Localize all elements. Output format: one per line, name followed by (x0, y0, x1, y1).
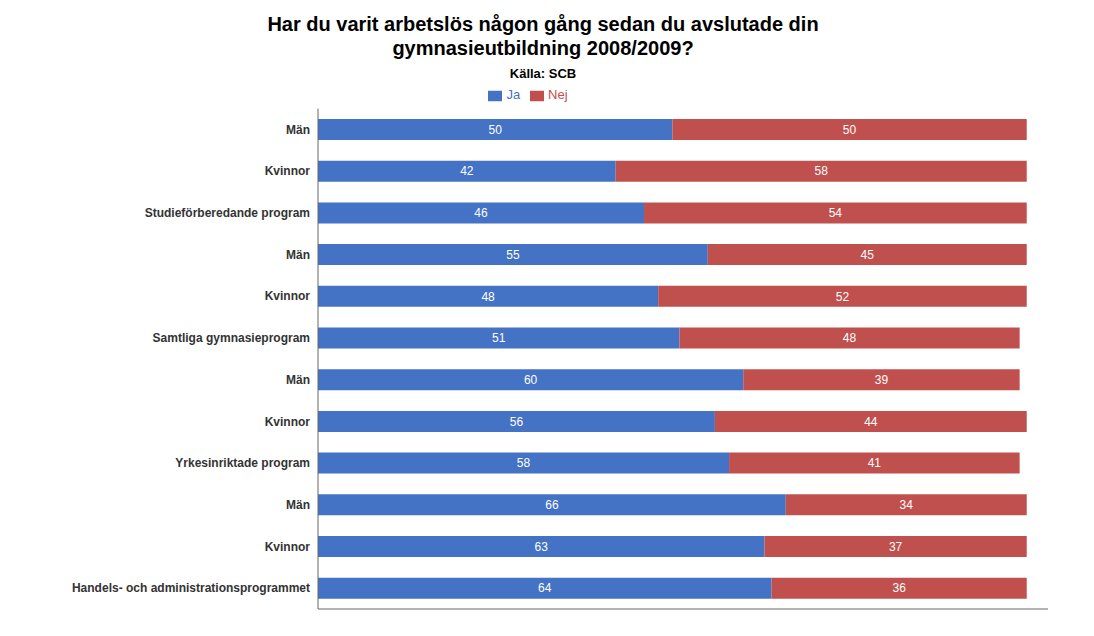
svg-text:48: 48 (843, 331, 857, 345)
html-text:Har du varit arbetslös någon g: Har du varit arbetslös någon gång sedan … (267, 13, 819, 35)
svg-text:50: 50 (489, 123, 503, 137)
svg-text:44: 44 (864, 415, 878, 429)
svg-text:64: 64 (538, 581, 552, 595)
svg-text:48: 48 (481, 290, 495, 304)
svg-text:55: 55 (506, 248, 520, 262)
svg-text:Kvinnor: Kvinnor (265, 540, 311, 554)
svg-text:41: 41 (868, 456, 882, 470)
svg-text:Kvinnor: Kvinnor (265, 415, 311, 429)
svg-text:36: 36 (892, 581, 906, 595)
html-text:Nej: Nej (548, 87, 568, 102)
svg-text:54: 54 (829, 206, 843, 220)
svg-text:66: 66 (545, 498, 559, 512)
html-text:Källa: SCB: Källa: SCB (509, 66, 577, 81)
svg-text:46: 46 (474, 206, 488, 220)
svg-text:58: 58 (815, 164, 829, 178)
svg-text:Yrkesinriktade program: Yrkesinriktade program (175, 456, 310, 470)
html-text:gymnasieutbildning 2008/2009?: gymnasieutbildning 2008/2009? (392, 37, 694, 59)
svg-text:Män: Män (286, 498, 310, 512)
svg-text:50: 50 (843, 123, 857, 137)
svg-text:51: 51 (492, 331, 506, 345)
svg-text:Samtliga gymnasieprogram: Samtliga gymnasieprogram (153, 331, 310, 345)
svg-text:Män: Män (286, 248, 310, 262)
svg-text:Kvinnor: Kvinnor (265, 289, 311, 303)
svg-text:Män: Män (286, 123, 310, 137)
svg-text:Studieförberedande program: Studieförberedande program (145, 206, 310, 220)
svg-text:34: 34 (900, 498, 914, 512)
svg-text:45: 45 (861, 248, 875, 262)
svg-text:Män: Män (286, 373, 310, 387)
svg-text:39: 39 (875, 373, 889, 387)
html-text:Ja: Ja (506, 87, 521, 102)
svg-text:58: 58 (517, 456, 531, 470)
svg-text:42: 42 (460, 164, 474, 178)
svg-text:63: 63 (535, 540, 549, 554)
svg-text:56: 56 (510, 415, 524, 429)
svg-text:60: 60 (524, 373, 538, 387)
svg-text:37: 37 (889, 540, 903, 554)
svg-text:Handels- och administrationspr: Handels- och administrationsprogrammet (72, 581, 310, 595)
svg-text:Kvinnor: Kvinnor (265, 164, 311, 178)
svg-text:52: 52 (836, 290, 850, 304)
